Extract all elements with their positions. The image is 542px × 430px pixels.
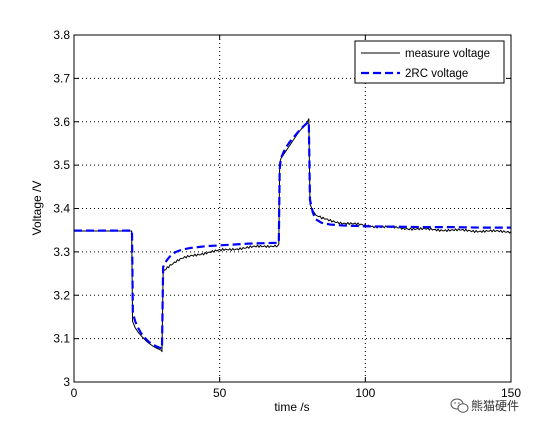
- x-tick-label: 50: [213, 386, 227, 400]
- y-axis-label: Voltage /V: [30, 181, 44, 236]
- legend-box: [354, 40, 505, 84]
- series-line-measure-voltage: [74, 118, 512, 353]
- axis-ticks: [73, 34, 512, 383]
- y-tick-label: 3: [63, 375, 70, 389]
- series-line-2rc-voltage: [74, 120, 511, 350]
- y-tick-label: 3.7: [53, 71, 70, 85]
- watermark-text: 熊猫硬件: [471, 398, 519, 413]
- y-tick-label: 3.6: [53, 115, 70, 129]
- legend-label-measure-voltage: measure voltage: [405, 48, 490, 60]
- axis-tick-labels: 0 50 100 150 3 3.1 3.2 3.3 3.4 3.5 3.6 3.7 3.8: [53, 28, 521, 400]
- x-axis-label: time /s: [274, 400, 309, 414]
- y-tick-label: 3.3: [53, 245, 70, 259]
- y-tick-label: 3.2: [53, 288, 70, 302]
- y-tick-label: 3.8: [53, 28, 70, 42]
- x-tick-label: 150: [501, 386, 521, 400]
- x-tick-label: 100: [355, 386, 375, 400]
- y-tick-label: 3.4: [53, 202, 70, 216]
- wechat-icon: [450, 398, 469, 413]
- y-tick-label: 3.5: [53, 158, 70, 172]
- watermark: 熊猫硬件: [450, 398, 519, 413]
- x-tick-label: 0: [71, 386, 78, 400]
- legend: measure voltage 2RC voltage: [354, 40, 505, 84]
- series-lines: [74, 118, 512, 353]
- y-tick-label: 3.1: [53, 332, 70, 346]
- legend-label-2rc-voltage: 2RC voltage: [405, 68, 468, 80]
